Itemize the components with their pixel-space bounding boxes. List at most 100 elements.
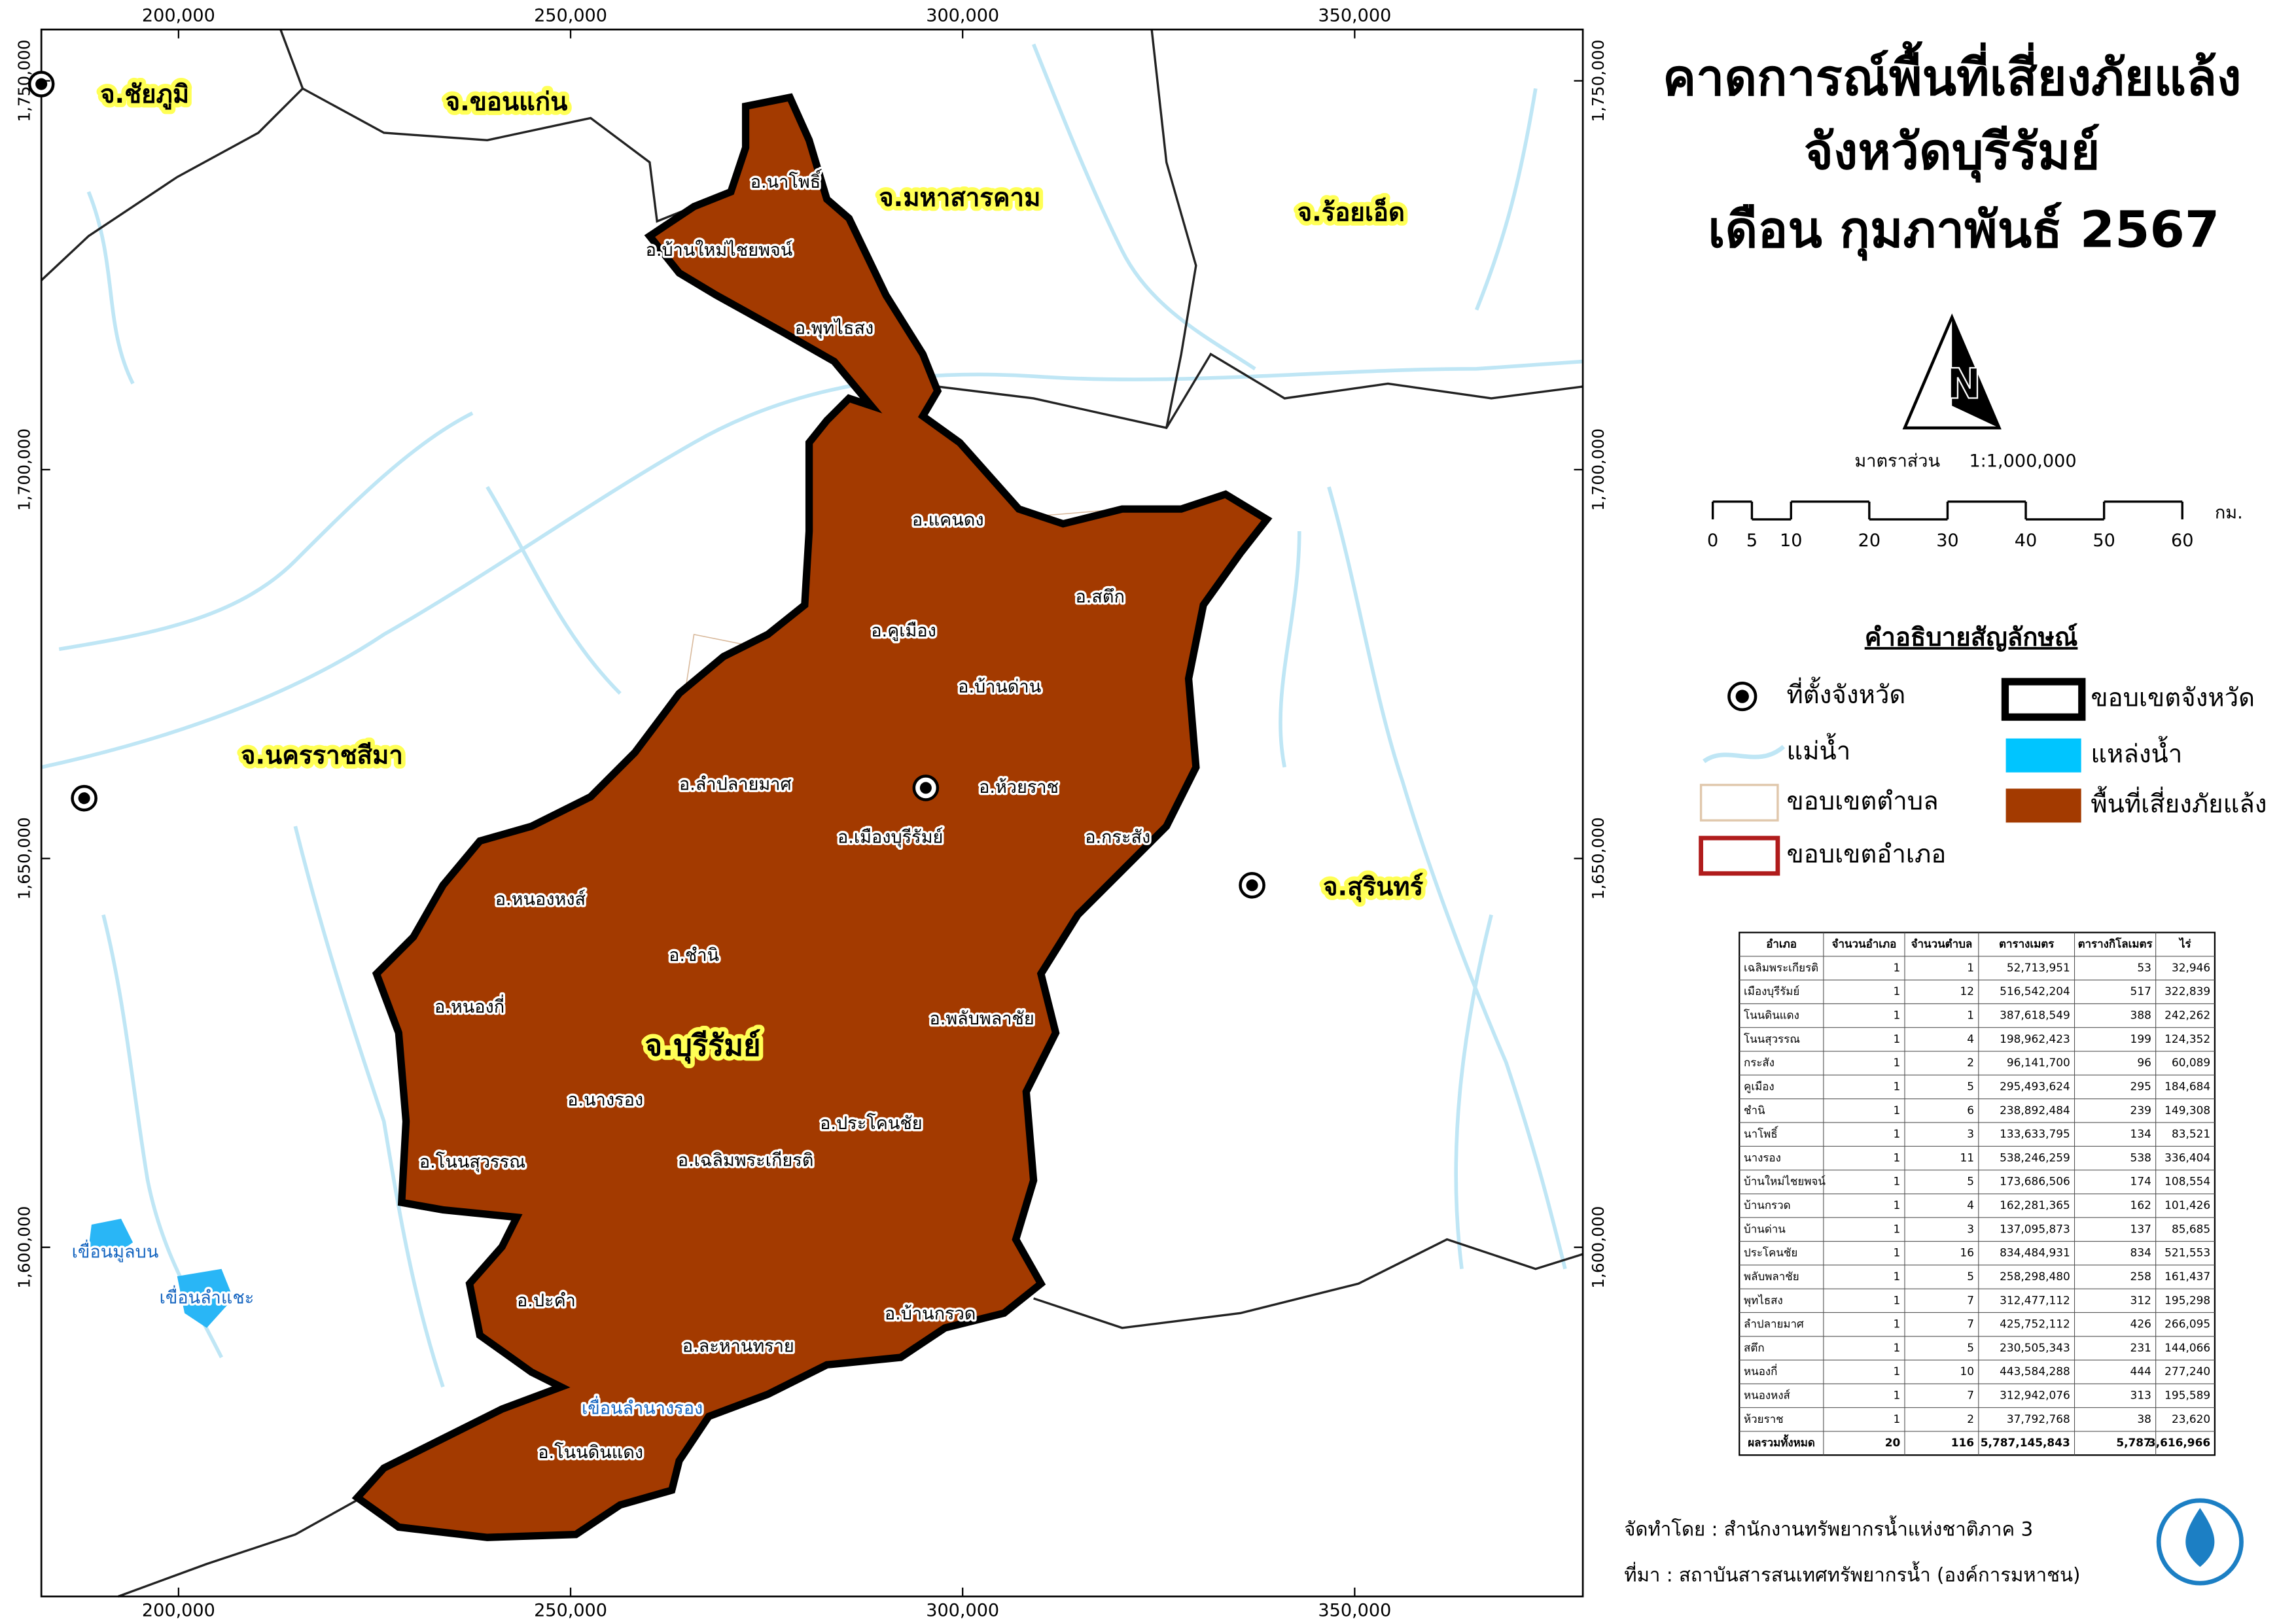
district-label: อ.สตึก (1075, 587, 1124, 607)
table-cell: 134 (2130, 1127, 2151, 1140)
province-label: จ.ร้อยเอ็ด (1298, 198, 1405, 228)
map-labels: จ.ชัยภูมิ จ.ขอนแก่นจ.มหาสารคามจ.ร้อยเอ็ดจ… (27, 71, 1428, 1465)
table-cell: 517 (2130, 985, 2151, 998)
table-cell: 162 (2130, 1198, 2151, 1212)
table-cell: 1 (1893, 1032, 1900, 1045)
table-cell: โนนดินแดง (1744, 1009, 1799, 1022)
side-panel: คาดการณ์พื้นที่เสี่ยงภัยแล้ง จังหวัดบุรี… (1624, 41, 2267, 1586)
table-cell: 12 (1960, 985, 1975, 998)
table-cell: ห้วยราช (1744, 1412, 1784, 1425)
table-cell: 10 (1960, 1365, 1975, 1378)
province-seat-dot (78, 792, 90, 805)
table-cell: 38 (2137, 1412, 2151, 1425)
table-cell: 85,685 (2172, 1222, 2210, 1235)
table-cell: 277,240 (2164, 1365, 2210, 1378)
boundary (41, 88, 304, 281)
table-cell: นางรอง (1744, 1151, 1781, 1164)
title-line: จังหวัดบุรีรัมย์ (1804, 123, 2100, 183)
table-cell: 258,298,480 (2000, 1270, 2070, 1283)
district-label: อ.ละหานทราย (682, 1336, 794, 1357)
province-label: จ.ชัยภูมิ (100, 80, 189, 110)
table-cell: ตารางกิโลเมตร (2078, 937, 2153, 951)
table-cell: 83,521 (2172, 1127, 2210, 1140)
scale-label: มาตราส่วน (1854, 451, 1940, 471)
table-cell: 1 (1893, 1293, 1900, 1306)
district-label: อ.โนนดินแดง (538, 1442, 643, 1463)
river (293, 826, 445, 1388)
table-cell: 312,942,076 (2000, 1389, 2070, 1402)
table-cell: 1 (1893, 1270, 1900, 1283)
table-cell: 313 (2130, 1389, 2151, 1402)
district-label: อ.ห้วยราช (979, 777, 1059, 797)
reservoir (177, 1268, 234, 1328)
table-cell: 162,281,365 (2000, 1198, 2070, 1212)
table-cell: 538,246,259 (2000, 1151, 2070, 1164)
river (58, 411, 474, 652)
table-cell: 1 (1893, 1365, 1900, 1378)
y-tick-label: 1,750,000 (14, 39, 33, 122)
table-cell: 37,792,768 (2007, 1412, 2070, 1425)
table-cell: บ้านใหม่ไชยพจน์ (1744, 1175, 1826, 1188)
table-cell: สตึก (1744, 1341, 1765, 1354)
table-cell: 96,141,700 (2007, 1056, 2070, 1069)
table-cell: กระสัง (1744, 1056, 1775, 1069)
table-cell: 425,752,112 (2000, 1318, 2070, 1331)
table-cell: 20 (1885, 1436, 1901, 1449)
y-tick-label: 1,750,000 (1589, 39, 1608, 122)
table-cell: 1 (1893, 1389, 1900, 1402)
legend-label: ที่ตั้งจังหวัด (1786, 676, 1905, 710)
table-cell: 1 (1893, 961, 1900, 974)
district-label: อ.บ้านกรวด (885, 1304, 976, 1324)
district-label: อ.เมืองบุรีรัมย์ (838, 827, 943, 848)
table-cell: 5,787 (2116, 1436, 2151, 1449)
table-cell: 137 (2130, 1222, 2151, 1235)
table-cell: 1 (1967, 961, 1974, 974)
table-cell: 2 (1967, 1056, 1974, 1069)
province-label: จ.บุรีรัมย์ (645, 1028, 761, 1064)
title-line: เดือน กุมภาพันธ์ 2567 (1708, 201, 2219, 261)
logo-drop (2185, 1508, 2215, 1567)
table-cell: 161,437 (2164, 1270, 2210, 1283)
y-tick-label: 1,650,000 (14, 817, 33, 899)
table-cell: ผลรวมทั้งหมด (1748, 1434, 1815, 1449)
table-cell: 52,713,951 (2007, 961, 2070, 974)
district-label: อ.เฉลิมพระเกียรติ (678, 1151, 814, 1171)
table-cell: 7 (1967, 1293, 1974, 1306)
reservoir-label: เขื่อนมูลบน (72, 1239, 159, 1262)
summary-table: อำเภอ จำนวนอำเภอ จำนวนตำบล ตารางเมตร ตารางกิ… (1739, 932, 2216, 1456)
table-cell: 230,505,343 (2000, 1341, 2070, 1354)
scale-tick-label: 40 (2015, 531, 2037, 551)
legend-label: ขอบเขตจังหวัด (2091, 684, 2255, 713)
table-cell: 108,554 (2164, 1175, 2210, 1188)
table-cell: 834 (2130, 1246, 2151, 1259)
x-tick-label: 350,000 (1318, 5, 1391, 26)
table-cell: 133,633,795 (2000, 1127, 2070, 1140)
table-cell: พลับพลาชัย (1744, 1270, 1799, 1283)
table-cell: 426 (2130, 1318, 2151, 1331)
table-cell: 1 (1893, 1341, 1900, 1354)
table-cell: 1 (1967, 1009, 1974, 1022)
x-tick-label: 250,000 (534, 1600, 607, 1620)
table-cell: 195,298 (2164, 1293, 2210, 1306)
table-cell: 1 (1893, 1175, 1900, 1188)
district-label: อ.ปะคำ (517, 1291, 576, 1311)
legend-symbol (2004, 737, 2083, 774)
legend-title: คำอธิบายสัญลักษณ์ (1865, 623, 2078, 652)
legend-label: ขอบเขตอำเภอ (1786, 840, 1946, 869)
credit-source: ที่มา : สถาบันสารสนเทศทรัพยากรน้ำ (องค์ก… (1624, 1561, 2080, 1586)
legend: ที่ตั้งจังหวัดแม่น้ำขอบเขตตำบลขอบเขตอำเภ… (1699, 676, 2267, 876)
river (1327, 486, 1567, 1270)
boundary (117, 1496, 362, 1597)
district-label: อ.โนนสุวรรณ (419, 1151, 525, 1173)
title-line: คาดการณ์พื้นที่เสี่ยงภัยแล้ง (1663, 41, 2241, 107)
table-cell: หนองกี่ (1744, 1363, 1777, 1378)
province-seat-dot (35, 78, 48, 90)
table-cell: 137,095,873 (2000, 1222, 2070, 1235)
table-cell: 60,089 (2172, 1056, 2210, 1069)
table-cell: 443,584,288 (2000, 1365, 2070, 1378)
legend-symbol (1699, 835, 1780, 876)
province-seat-dot (1246, 879, 1258, 892)
table-cell: 1 (1893, 1127, 1900, 1140)
table-cell: บ้านด่าน (1744, 1222, 1786, 1235)
table-cell: 322,839 (2164, 985, 2210, 998)
